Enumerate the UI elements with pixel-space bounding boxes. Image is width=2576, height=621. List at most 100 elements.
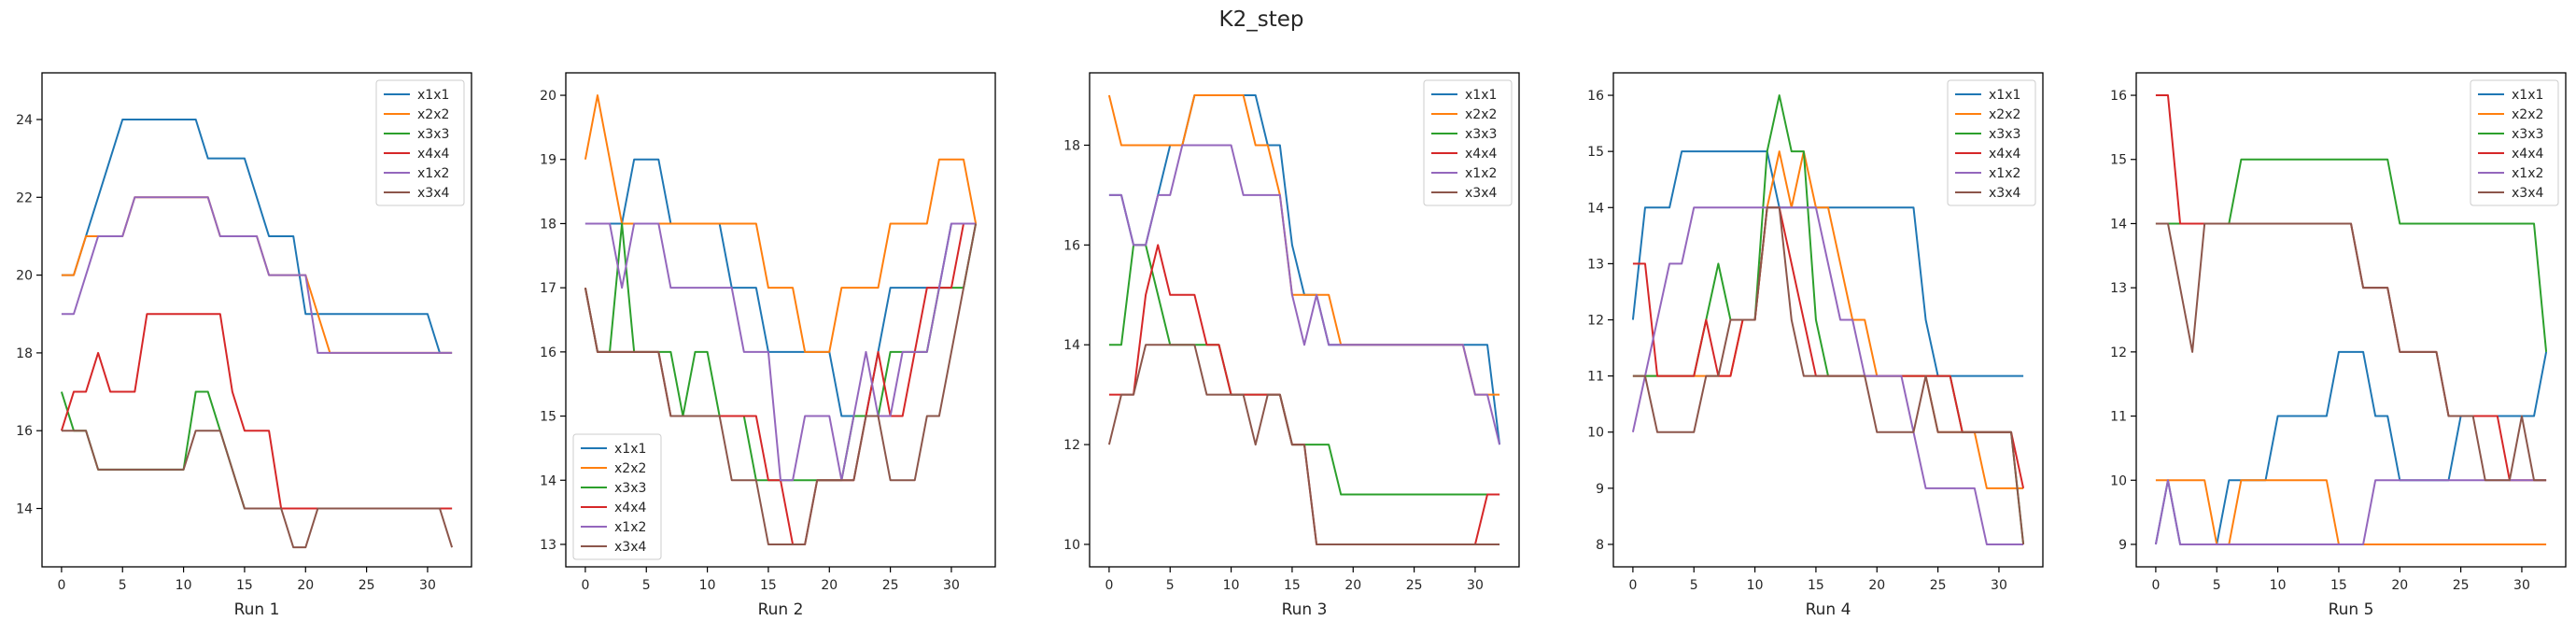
y-tick-label: 13 [540,538,556,553]
series-line-x1x2 [1631,206,2024,545]
series-lines [2154,94,2548,545]
x-tick-label: 5 [642,578,651,593]
x-tick-label: 25 [359,578,375,593]
x-tick-label: 15 [236,578,253,593]
x-tick-label: 0 [581,578,589,593]
y-tick-label: 10 [2110,473,2127,488]
y-tick-label: 22 [16,191,33,205]
x-tick-label: 15 [1808,578,1824,593]
series-lines [60,118,454,549]
y-tick-label: 15 [540,410,556,425]
series-line-x1x1 [2154,350,2548,545]
axes-frame [565,72,996,568]
legend-label-x3x4: x3x4 [1989,186,2020,201]
x-tick-label: 30 [1467,578,1484,593]
legend-label-x1x1: x1x1 [417,88,449,103]
x-tick-label: 20 [821,578,838,593]
series-line-x2x2 [2155,479,2547,545]
x-tick-label: 30 [2513,578,2530,593]
x-tick-label: 15 [1284,578,1301,593]
series-line-x3x3 [60,390,453,510]
subplots: 0 5 10 15 20 25 30 14 16 18 20 22 24 Run 1 x1x1 x2x2 x3x… [16,72,2567,619]
axes-frame [2135,72,2567,568]
legend-label-x2x2: x2x2 [2512,107,2543,122]
series-line-x1x2 [1108,144,1501,445]
y-tick-label: 14 [16,502,33,517]
series-line-x3x4 [1107,344,1500,545]
x-tick-label: 5 [2213,578,2221,593]
legend-label-x1x2: x1x2 [1465,166,1497,181]
y-tick-label: 14 [2110,217,2127,232]
legend-box [1947,79,2036,206]
x-axis-label: Run 4 [1806,600,1851,619]
subplot-1: 0 5 10 15 20 25 30 14 16 18 20 22 24 Run 1 x1x1 x2x2 x3x… [16,72,472,619]
series-lines [1107,94,1501,545]
legend-label-x1x1: x1x1 [1465,88,1497,103]
x-tick-label: 20 [1868,578,1885,593]
x-tick-label: 10 [699,578,716,593]
series-line-x3x4 [61,430,454,549]
x-tick-label: 15 [2330,578,2347,593]
subplot-2: 0 5 10 15 20 25 30 13 14 15 16 17 18 19 20 Run 2 x1x1 x2x… [540,72,996,619]
series-line-x1x1 [584,158,977,417]
legend-label-x3x4: x3x4 [417,186,449,201]
series-line-x3x4 [584,223,978,545]
y-tick-label: 20 [16,269,33,284]
axes-frame [41,72,472,568]
series-lines [1631,94,2025,545]
y-tick-label: 10 [1063,538,1080,553]
legend-label-x3x3: x3x3 [1465,127,1497,142]
x-tick-label: 10 [1747,578,1764,593]
y-tick-label: 16 [1587,89,1604,104]
legend-label-x1x1: x1x1 [1989,88,2020,103]
legend: x1x1 x2x2 x3x3 x4x4 x1x2 x3x4 [572,433,662,560]
y-tick-label: 9 [1596,482,1604,497]
y-tick-label: 13 [1587,257,1604,272]
y-tick-label: 11 [1587,370,1604,385]
y-tick-label: 15 [1587,145,1604,160]
y-tick-label: 8 [1596,538,1604,553]
y-tick-label: 18 [16,346,33,361]
x-tick-label: 25 [882,578,899,593]
series-line-x1x2 [61,196,453,354]
y-tick-label: 17 [540,281,556,296]
x-tick-label: 0 [1628,578,1637,593]
x-axis-label: Run 3 [1282,600,1328,619]
y-tick-label: 18 [1063,138,1080,153]
x-tick-label: 25 [1930,578,1947,593]
y-tick-label: 14 [1063,338,1080,353]
series-line-x2x2 [61,196,453,354]
x-tick-label: 5 [119,578,127,593]
x-tick-label: 10 [2270,578,2287,593]
legend-label-x3x4: x3x4 [2512,186,2543,201]
series-line-x1x1 [61,118,453,354]
y-tick-label: 12 [1063,438,1080,453]
legend-label-x4x4: x4x4 [1989,147,2020,162]
x-axis-label: Run 1 [234,600,280,619]
x-axis-label: Run 5 [2329,600,2374,619]
legend-label-x1x1: x1x1 [614,442,646,457]
x-tick-label: 30 [1991,578,2007,593]
x-tick-label: 0 [57,578,65,593]
legend: x1x1 x2x2 x3x3 x4x4 x1x2 x3x4 [2470,79,2559,206]
y-tick-label: 20 [540,89,556,104]
y-tick-label: 10 [1587,426,1604,441]
legend-label-x4x4: x4x4 [417,147,449,162]
x-tick-label: 5 [1690,578,1698,593]
legend-label-x3x3: x3x3 [2512,127,2543,142]
x-tick-label: 0 [1105,578,1113,593]
y-tick-label: 24 [16,113,33,128]
x-tick-label: 30 [419,578,436,593]
y-tick-label: 16 [1063,238,1080,253]
series-line-x1x2 [2154,479,2547,545]
x-tick-label: 20 [2391,578,2408,593]
legend-label-x2x2: x2x2 [1465,107,1497,122]
legend-label-x3x4: x3x4 [614,540,646,555]
series-line-x4x4 [1632,206,2025,489]
legend-box [375,79,465,206]
x-tick-label: 30 [943,578,960,593]
x-tick-label: 10 [176,578,192,593]
series-line-x4x4 [60,313,453,510]
x-axis-label: Run 2 [758,600,804,619]
